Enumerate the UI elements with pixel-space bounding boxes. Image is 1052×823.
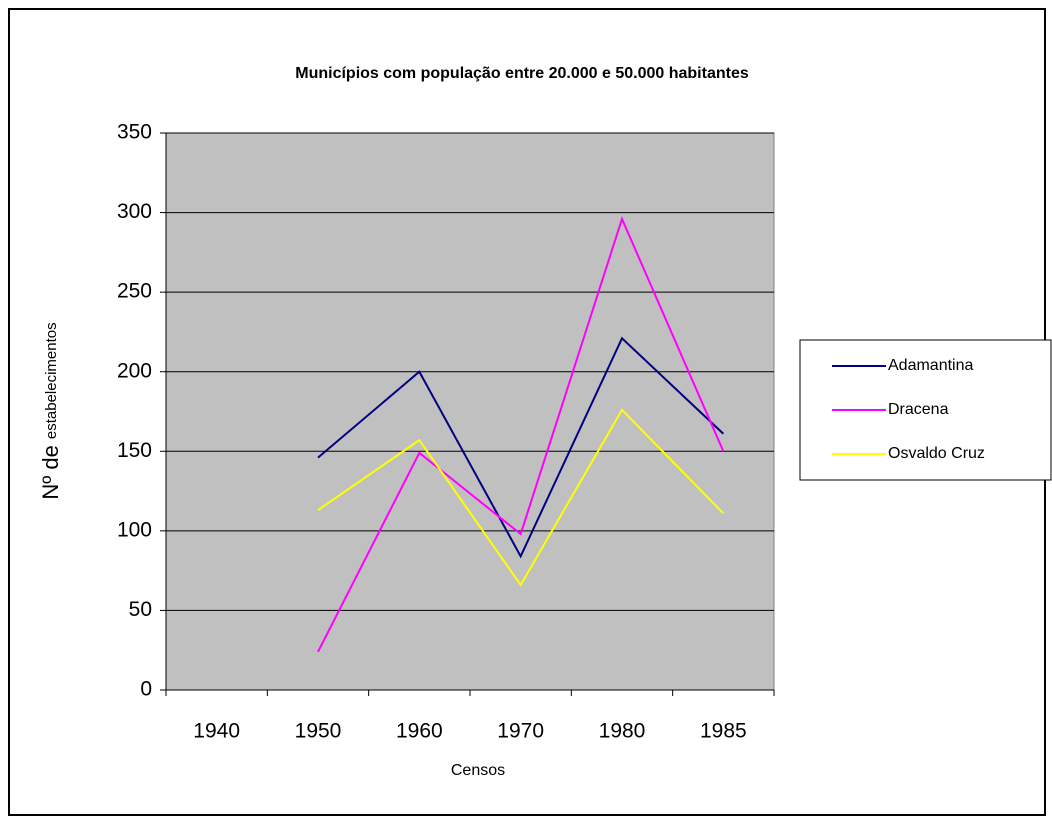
legend-label: Osvaldo Cruz <box>888 445 985 462</box>
y-tick-label: 150 <box>117 439 152 462</box>
y-axis-label-main: Nº de <box>38 445 63 500</box>
y-tick-label: 300 <box>117 200 152 223</box>
x-tick-label: 1980 <box>599 720 646 743</box>
x-tick-label: 1985 <box>700 720 747 743</box>
legend-label: Dracena <box>888 401 949 418</box>
y-tick-label: 200 <box>117 359 152 382</box>
series-line <box>317 216 725 653</box>
series-line <box>317 408 725 587</box>
y-tick-label: 250 <box>117 280 152 303</box>
x-tick-label: 1960 <box>396 720 443 743</box>
x-tick-label: 1940 <box>193 720 240 743</box>
chart-title: Municípios com população entre 20.000 e … <box>295 65 749 82</box>
x-tick-label: 1950 <box>295 720 342 743</box>
y-axis-label-sub: estabelecimentos <box>43 322 60 439</box>
plot-area <box>165 132 775 691</box>
series-line <box>317 336 725 559</box>
legend-label: Adamantina <box>888 357 973 374</box>
y-axis-label: Nº de estabelecimentos <box>38 322 63 499</box>
x-tick-label: 1970 <box>497 720 544 743</box>
y-tick-label: 350 <box>117 121 152 144</box>
y-tick-label: 0 <box>140 678 152 701</box>
y-tick-label: 100 <box>117 518 152 541</box>
x-axis-label: Censos <box>451 762 505 779</box>
y-tick-label: 50 <box>129 598 152 621</box>
